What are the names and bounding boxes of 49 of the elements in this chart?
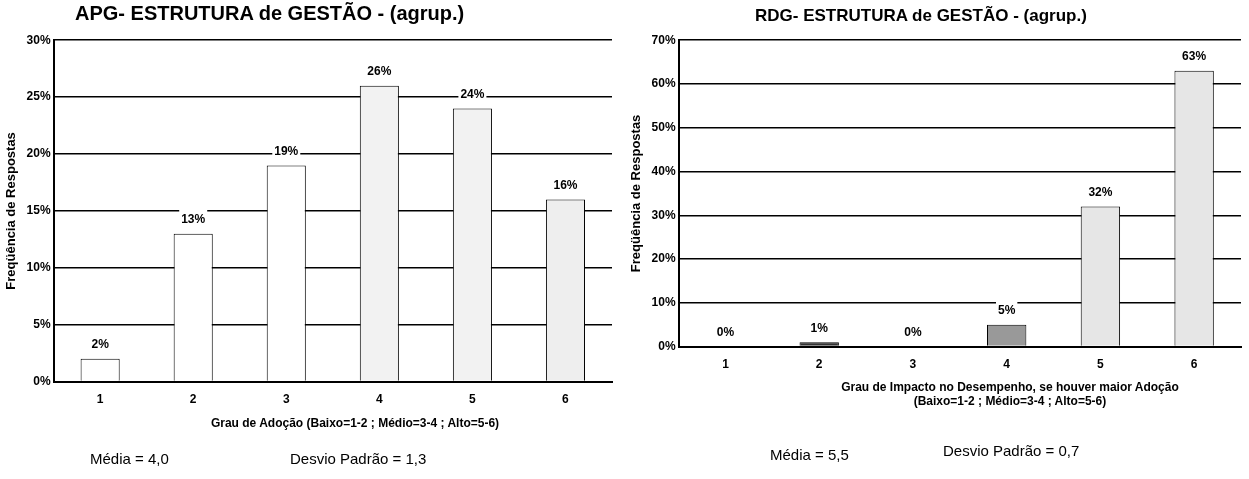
data-label: 16% [553, 177, 578, 192]
x-tick-label: 6 [1190, 357, 1198, 372]
x-tick-label: 6 [562, 392, 570, 407]
y-axis-title: Freqüência de Respostas [628, 114, 644, 273]
y-tick-label: 70% [651, 32, 676, 47]
data-label: 13% [181, 211, 206, 226]
data-label: 0% [904, 324, 922, 339]
y-tick-label: 30% [26, 32, 51, 47]
text: Média = 4,0 [90, 450, 169, 467]
x-tick-label: 2 [189, 392, 197, 407]
chart-title: APG- ESTRUTURA de GESTÃO - (agrup.) [75, 2, 465, 25]
x-tick-label: 3 [909, 357, 917, 372]
y-tick-label: 5% [33, 317, 51, 332]
y-tick-label: 25% [26, 89, 51, 104]
x-tick-label: 5 [1097, 357, 1105, 372]
data-label: 26% [367, 64, 392, 79]
x-tick-label: 2 [815, 357, 823, 372]
y-tick-label: 20% [26, 146, 51, 161]
x-axis-title: Grau de Impacto no Desempenho, se houver maior Adoção (Baixo=1-2 ; Médio=3-4 ; Alto=5-6) [840, 380, 1180, 408]
x-tick-label: 5 [469, 392, 477, 407]
x-tick-label: 3 [282, 392, 290, 407]
data-label: 19% [274, 143, 299, 158]
text: Desvio Padrão = 0,7 [943, 442, 1080, 459]
x-tick-label: 4 [1003, 357, 1011, 372]
x-tick-label: 4 [376, 392, 383, 407]
y-tick-label: 20% [651, 251, 676, 266]
x-tick-label: 1 [96, 392, 104, 407]
data-label: 24% [460, 86, 485, 101]
data-label: 63% [1182, 49, 1207, 64]
data-label: 1% [810, 320, 829, 335]
y-tick-label: 0% [33, 373, 51, 388]
data-label: 5% [998, 303, 1016, 318]
text: Desvio Padrão = 1,3 [290, 450, 427, 467]
data-label: 2% [91, 337, 110, 352]
y-tick-label: 60% [651, 76, 676, 91]
y-tick-label: 0% [658, 338, 676, 353]
y-tick-label: 10% [651, 295, 676, 310]
y-tick-label: 15% [26, 203, 51, 218]
data-label: 0% [716, 324, 735, 339]
y-tick-label: 50% [651, 120, 676, 135]
y-tick-label: 10% [26, 260, 51, 275]
data-label: 32% [1088, 184, 1113, 199]
y-axis-title: Freqüência de Respostas [3, 132, 19, 290]
text: Média = 5,5 [770, 446, 849, 463]
y-tick-label: 30% [651, 207, 676, 222]
x-tick-label: 1 [722, 357, 730, 372]
x-axis-title: Grau de Adoção (Baixo=1-2 ; Médio=3-4 ; Alto=5-6) [209, 416, 501, 430]
y-tick-label: 40% [651, 163, 676, 178]
chart-title: RDG- ESTRUTURA de GESTÃO - (agrup.) [755, 6, 1087, 26]
